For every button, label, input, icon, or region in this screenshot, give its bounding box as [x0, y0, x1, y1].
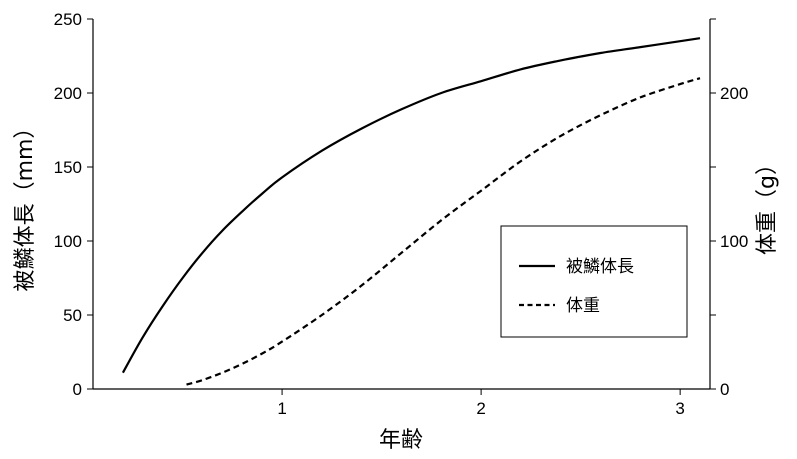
series-layer [121, 37, 701, 386]
ticks-layer: 0 50 100 150 200 250 0 100 200 1 2 3 [54, 10, 749, 418]
y-left-tick-label: 100 [54, 232, 82, 251]
legend-label-length: 被鱗体長 [566, 257, 634, 277]
x-tick-label: 3 [675, 399, 684, 418]
legend-label-weight: 体重 [566, 296, 600, 316]
x-tick-label: 2 [476, 399, 485, 418]
y-left-tick-label: 250 [54, 10, 82, 29]
series-line-length [121, 37, 701, 374]
legend-box [500, 225, 688, 338]
y-left-tick-label: 150 [54, 158, 82, 177]
x-axis-title: 年齢 [379, 428, 423, 453]
legend: 被鱗体長 体重 [500, 225, 688, 338]
y-left-tick-label: 50 [63, 306, 82, 325]
y-left-tick-label: 200 [54, 84, 82, 103]
y-right-tick-label: 0 [720, 380, 729, 399]
y-right-tick-label: 200 [720, 84, 748, 103]
y-left-tick-label: 0 [73, 380, 82, 399]
series-line-weight [186, 77, 701, 386]
y-axis-right-title: 体重（g） [755, 153, 780, 255]
y-right-tick-label: 100 [720, 232, 748, 251]
x-tick-label: 1 [277, 399, 286, 418]
y-axis-left-title: 被鱗体長（mm） [13, 117, 38, 292]
